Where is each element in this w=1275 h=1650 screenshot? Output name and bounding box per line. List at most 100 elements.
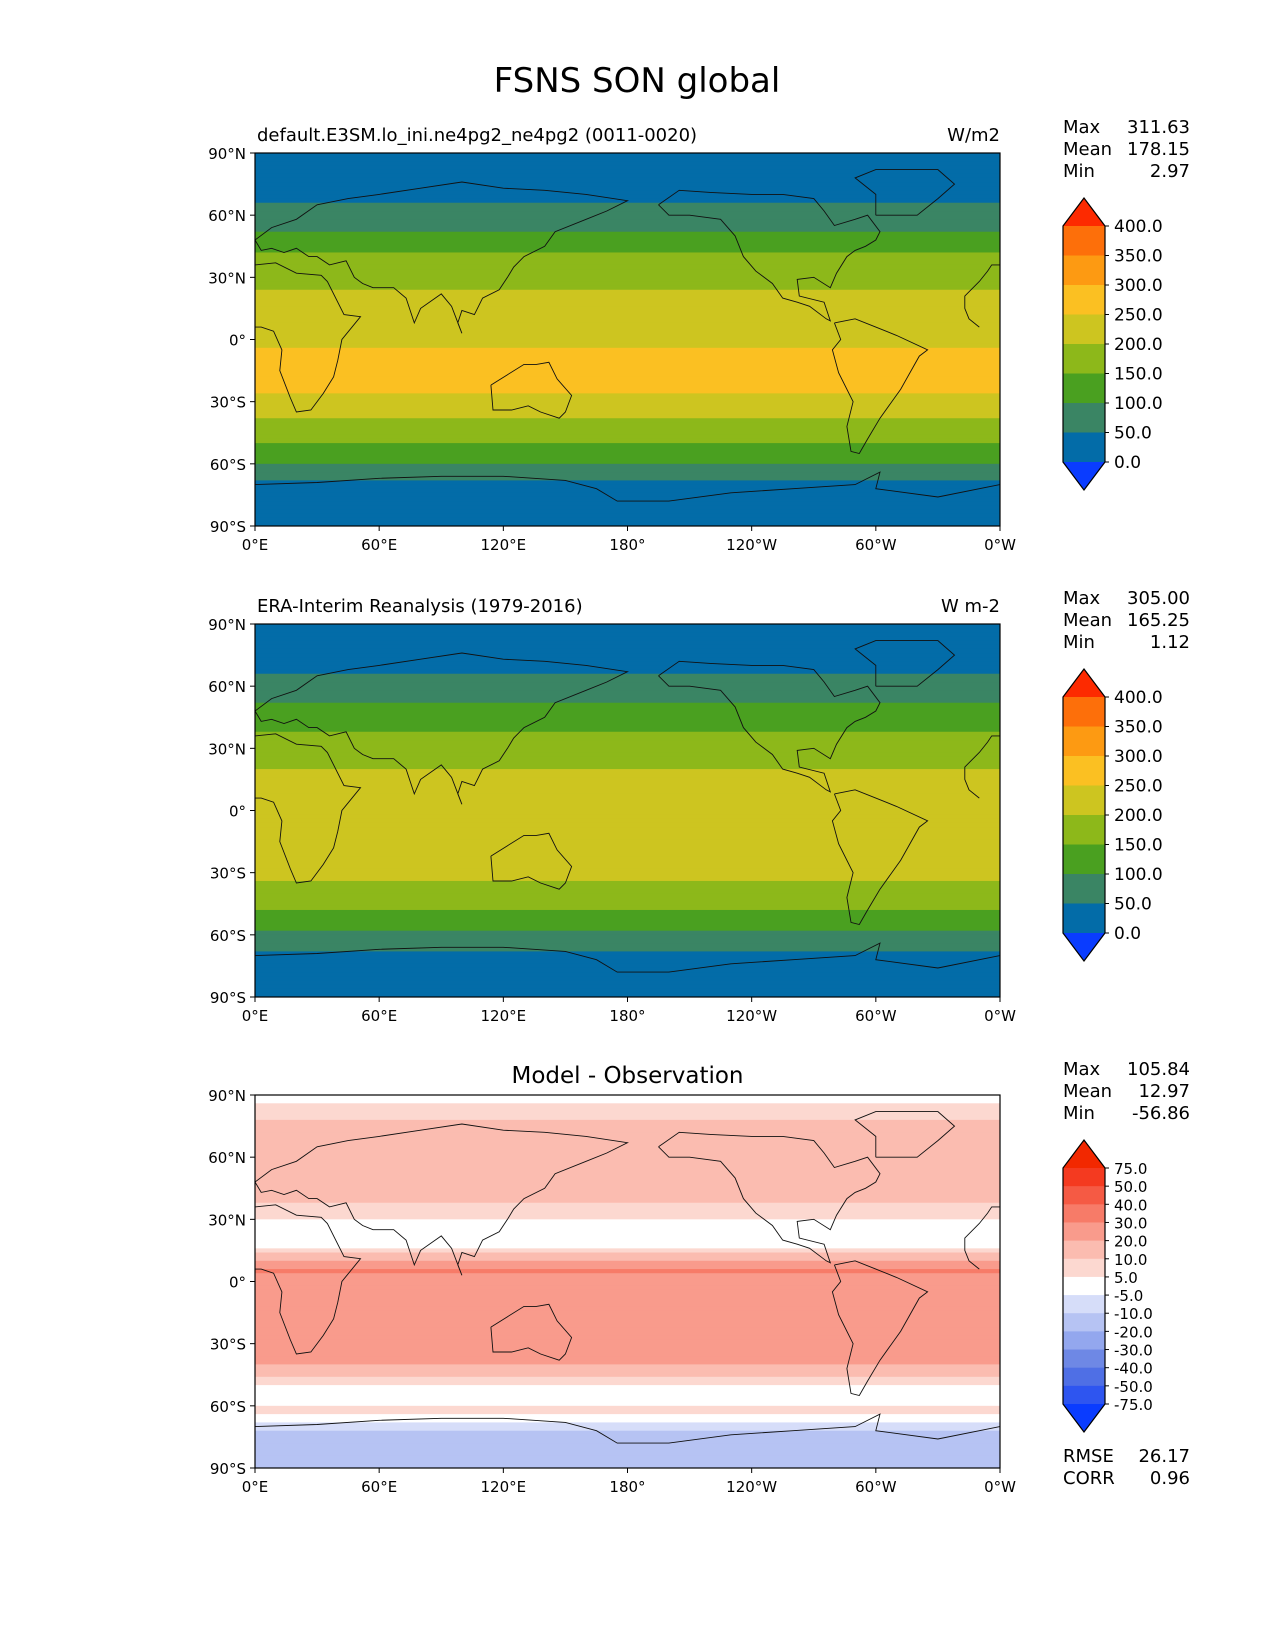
y-tick-label: 90°S <box>210 1460 246 1478</box>
band-cell <box>255 756 1000 762</box>
colorbar-tick-label: -30.0 <box>1114 1342 1153 1360</box>
x-tick-label: 120°E <box>481 1478 527 1496</box>
colorbar-segment <box>1063 1367 1105 1387</box>
band-cell <box>255 731 1000 737</box>
band-cell <box>255 889 1000 894</box>
band-cell <box>255 401 1000 407</box>
colorbar-tick-label: -20.0 <box>1114 1323 1153 1341</box>
band-cell <box>255 839 1000 845</box>
coastline <box>255 733 362 884</box>
band-cell <box>255 901 1000 907</box>
band-cell <box>255 1302 1000 1307</box>
stat-value: 105.84 <box>1127 1059 1190 1080</box>
band-cell <box>255 1235 1000 1241</box>
band-cell <box>255 339 1000 345</box>
band-cell <box>255 1111 1000 1117</box>
band-cell <box>255 157 1000 162</box>
band-cell <box>255 1285 1000 1291</box>
band-cell <box>255 1434 1000 1440</box>
colorbar-segment <box>1063 1204 1105 1223</box>
x-tick-label: 0°W <box>984 1478 1016 1496</box>
band-cell <box>255 947 1000 953</box>
band-cell <box>255 918 1000 923</box>
band-cell <box>255 909 1000 915</box>
band-cell <box>255 988 1000 994</box>
colorbar-tick-label: 200.0 <box>1114 806 1163 826</box>
colorbar-tick-label: 0.0 <box>1114 453 1141 473</box>
y-tick-label: 60°N <box>208 678 246 696</box>
band-cell <box>255 781 1000 787</box>
coastline <box>255 652 629 805</box>
stat-label: Min <box>1063 1103 1095 1124</box>
band-cell <box>255 885 1000 890</box>
y-tick-label: 0° <box>229 332 246 350</box>
band-cell <box>255 789 1000 795</box>
band-cell <box>255 476 1000 482</box>
band-cell <box>255 760 1000 766</box>
colorbar-tick-label: 400.0 <box>1114 217 1163 237</box>
colorbar-segment <box>1063 697 1105 727</box>
band-cell <box>255 1273 1000 1278</box>
stat-label: Mean <box>1063 139 1112 160</box>
band-cell <box>255 343 1000 349</box>
band-cell <box>255 822 1000 828</box>
coastline <box>658 189 881 322</box>
band-cell <box>255 1161 1000 1167</box>
band-cell <box>255 835 1000 841</box>
band-cell <box>255 1430 1000 1436</box>
band-cell <box>255 773 1000 778</box>
y-tick-label: 60°N <box>208 207 246 225</box>
band-cell <box>255 992 1000 997</box>
band-cell <box>255 1347 1000 1353</box>
band-cell <box>255 1372 1000 1378</box>
band-cell <box>255 318 1000 324</box>
band-cell <box>255 1136 1000 1142</box>
band-cell <box>255 264 1000 270</box>
band-cell <box>255 893 1000 899</box>
band-cell <box>255 1211 1000 1216</box>
band-cell <box>255 1447 1000 1453</box>
stat-value: 12.97 <box>1138 1081 1190 1102</box>
band-cell <box>255 1426 1000 1432</box>
band-cell <box>255 231 1000 237</box>
panels: default.E3SM.lo_ini.ne4pg2_ne4pg2 (0011-… <box>208 117 1190 1496</box>
band-cell <box>255 153 1000 158</box>
band-cell <box>255 1314 1000 1320</box>
x-tick-label: 0°E <box>242 536 269 554</box>
band-cell <box>255 1202 1000 1208</box>
band-cell <box>255 364 1000 370</box>
panel-title-left: default.E3SM.lo_ini.ne4pg2_ne4pg2 (0011-… <box>257 125 697 146</box>
x-tick-label: 120°W <box>726 1478 777 1496</box>
band-cell <box>255 1356 1000 1361</box>
band-cell <box>255 1269 1000 1274</box>
band-cell <box>255 938 1000 944</box>
band-cell <box>255 1169 1000 1175</box>
band-cell <box>255 447 1000 452</box>
band-cell <box>255 1451 1000 1457</box>
stat-label: Mean <box>1063 610 1112 631</box>
band-cell <box>255 1293 1000 1299</box>
band-cell <box>255 677 1000 683</box>
coastline <box>964 264 1000 328</box>
map-panel-difference: Model - Observation 90°N 60°N 30°N 0° 30°S 60°… <box>208 1059 1190 1496</box>
colorbar-segment <box>1063 1168 1105 1187</box>
y-tick-label: 30°N <box>208 269 246 287</box>
colorbar-tick-label: 150.0 <box>1114 836 1163 856</box>
band-cell <box>255 1310 1000 1316</box>
band-cell <box>255 694 1000 700</box>
x-tick-label: 60°E <box>361 1478 397 1496</box>
y-tick-label: 30°S <box>210 865 246 883</box>
colorbar-segment <box>1063 1258 1105 1278</box>
band-cell <box>255 1459 1000 1465</box>
band-cell <box>255 864 1000 870</box>
colorbar-segment <box>1063 226 1105 256</box>
band-cell <box>255 1227 1000 1233</box>
band-cell <box>255 285 1000 291</box>
colorbar-tick-label: 100.0 <box>1114 394 1163 414</box>
band-cell <box>255 1103 1000 1109</box>
colorbar-segment <box>1063 785 1105 816</box>
band-cell <box>255 897 1000 903</box>
band-cell <box>255 951 1000 957</box>
band-cell <box>255 356 1000 361</box>
